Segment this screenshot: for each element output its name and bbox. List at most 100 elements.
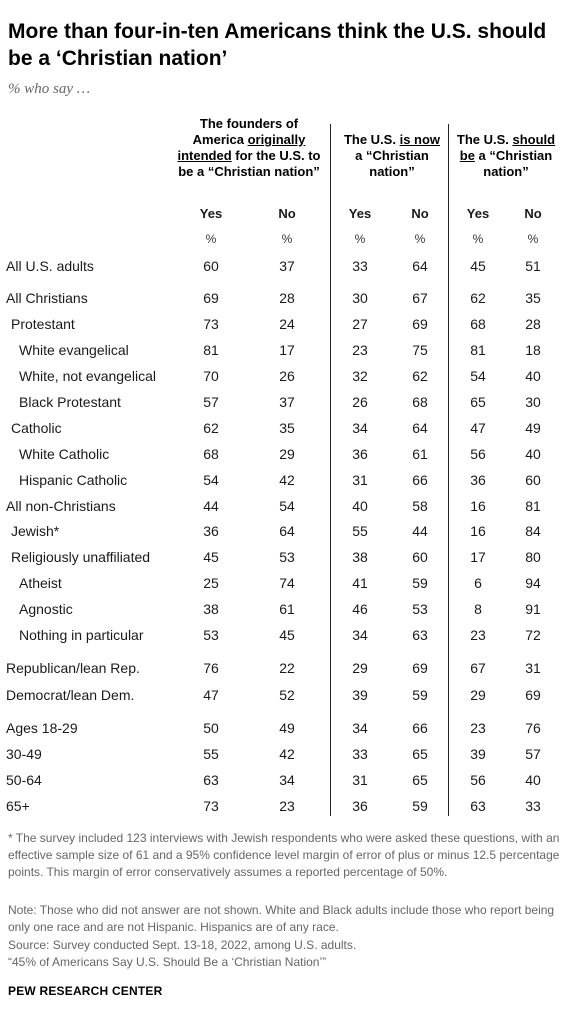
percent-unit: % [414,232,426,246]
table-cell: 45 [279,627,295,643]
row-label: Democrat/lean Dem. [6,687,135,703]
table-cell: 32 [352,368,368,384]
footnote-report: “45% of Americans Say U.S. Should Be a ‘… [8,955,327,969]
table-cell: 56 [470,772,486,788]
table-cell: 49 [525,420,541,436]
table-cell: 64 [279,523,295,539]
row-label: 30-49 [6,746,42,762]
percent-unit: % [472,232,484,246]
table-cell: 80 [525,549,541,565]
row-label: Catholic [11,420,62,436]
table-cell: 60 [203,258,219,274]
table-cell: 18 [525,342,541,358]
table-cell: 34 [352,420,368,436]
no-label: No [524,206,542,221]
table-cell: 81 [203,342,219,358]
table-cell: 91 [525,601,541,617]
chart-subtitle: % who say … [8,81,91,97]
table-cell: 65 [412,746,428,762]
table-cell: 69 [525,687,541,703]
table-cell: 34 [352,720,368,736]
table-cell: 16 [470,498,486,514]
percent-unit: % [281,232,293,246]
table-cell: 45 [203,549,219,565]
table-cell: 45 [470,258,486,274]
table-cell: 60 [525,472,541,488]
row-label: All Christians [6,290,88,306]
no-label: No [278,206,296,221]
table-cell: 35 [279,420,295,436]
table-cell: 29 [470,687,486,703]
table-cell: 54 [203,472,219,488]
table-cell: 63 [412,627,428,643]
row-label: Agnostic [19,601,73,617]
table-cell: 53 [279,549,295,565]
table-cell: 47 [470,420,486,436]
table-cell: 38 [352,549,368,565]
table-cell: 33 [352,746,368,762]
table-cell: 54 [470,368,486,384]
table-cell: 55 [203,746,219,762]
table-cell: 27 [352,316,368,332]
table-cell: 74 [279,575,295,591]
table-cell: 40 [352,498,368,514]
table-cell: 72 [525,627,541,643]
table-cell: 65 [470,394,486,410]
table-cell: 69 [203,290,219,306]
table-cell: 34 [352,627,368,643]
table-cell: 31 [352,472,368,488]
table-cell: 49 [279,720,295,736]
table-cell: 67 [470,660,486,676]
table-cell: 53 [203,627,219,643]
table-cell: 94 [525,575,541,591]
table-cell: 36 [470,472,486,488]
column-header-founders: The founders of America originally inten… [177,116,321,179]
table-cell: 73 [203,316,219,332]
table-cell: 39 [470,746,486,762]
table-cell: 61 [412,446,428,462]
table-cell: 62 [203,420,219,436]
table-cell: 8 [474,601,482,617]
table-cell: 50 [203,720,219,736]
table-cell: 69 [412,660,428,676]
table-cell: 55 [352,523,368,539]
table-cell: 51 [525,258,541,274]
table-cell: 75 [412,342,428,358]
table-cell: 42 [279,746,295,762]
table-cell: 56 [470,446,486,462]
chart-title: More than four-in-ten Americans think th… [8,20,547,70]
table-cell: 54 [279,498,295,514]
table-cell: 70 [203,368,219,384]
row-label: Black Protestant [19,394,121,410]
table-cell: 40 [525,446,541,462]
table-cell: 60 [412,549,428,565]
row-label: Republican/lean Rep. [6,660,140,676]
table-cell: 30 [525,394,541,410]
yes-label: Yes [348,206,372,221]
row-label: 65+ [6,798,30,814]
table-cell: 59 [412,575,428,591]
table-cell: 68 [470,316,486,332]
table-cell: 44 [203,498,219,514]
table-cell: 40 [525,772,541,788]
table-cell: 23 [352,342,368,358]
row-label: Ages 18-29 [6,720,78,736]
table-cell: 26 [279,368,295,384]
table-cell: 39 [352,687,368,703]
row-label: White evangelical [19,342,129,358]
table-cell: 28 [279,290,295,306]
table-cell: 81 [470,342,486,358]
row-label: All U.S. adults [6,258,94,274]
table-cell: 57 [525,746,541,762]
table-cell: 23 [279,798,295,814]
row-label: Nothing in particular [19,627,144,643]
table-cell: 42 [279,472,295,488]
column-header-is-now: The U.S. is now a “Christian nation” [343,132,441,179]
row-label: 50-64 [6,772,42,788]
table-cell: 62 [412,368,428,384]
percent-unit: % [527,232,539,246]
table-cell: 35 [525,290,541,306]
no-label: No [411,206,429,221]
table-cell: 31 [352,772,368,788]
table-cell: 81 [525,498,541,514]
